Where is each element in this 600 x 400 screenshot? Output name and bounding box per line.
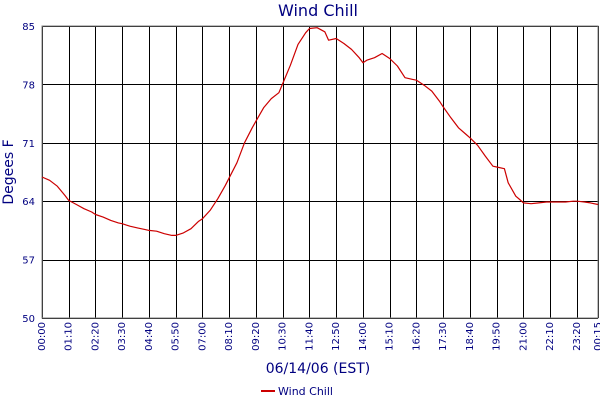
x-tick-label: 09:20 — [251, 322, 262, 351]
y-tick-label: 64 — [22, 197, 35, 208]
x-tick-label: 21:00 — [518, 322, 529, 351]
legend-label: Wind Chill — [278, 385, 333, 398]
series-line-wind-chill — [41, 27, 599, 236]
x-tick-label: 08:10 — [224, 322, 235, 351]
x-tick-label: 04:40 — [144, 322, 155, 351]
x-tick-label: 01:10 — [64, 322, 75, 351]
x-tick-label: 11:40 — [304, 322, 315, 351]
x-tick-label: 05:50 — [171, 322, 182, 351]
x-tick-label: 00:00 — [37, 322, 48, 351]
legend: Wind Chill — [261, 385, 333, 398]
x-tick-label: 23:20 — [572, 322, 583, 351]
x-tick-label: 07:00 — [197, 322, 208, 351]
x-axis-label: 06/14/06 (EST) — [266, 361, 371, 377]
x-tick-labels: 00:00 01:10 02:20 03:30 04:40 05:50 07:00 08:10… — [37, 322, 600, 351]
x-tick-label: 10:30 — [278, 322, 289, 351]
x-tick-label: 12:50 — [331, 322, 342, 351]
x-tick-label: 03:30 — [117, 322, 128, 351]
y-axis-label: Degees F — [1, 139, 17, 204]
x-tick-label: 14:00 — [358, 322, 369, 351]
y-tick-label: 78 — [22, 80, 35, 91]
y-tick-label: 85 — [22, 22, 35, 33]
x-tick-label: 15:10 — [385, 322, 396, 351]
y-tick-label: 50 — [22, 314, 35, 325]
series-layer — [41, 27, 599, 236]
x-tick-label: 00:15 — [593, 322, 600, 351]
y-tick-label: 57 — [22, 256, 35, 267]
chart-title: Wind Chill — [278, 1, 358, 20]
x-tick-label: 16:20 — [411, 322, 422, 351]
x-tick-label: 19:50 — [492, 322, 503, 351]
x-tick-label: 17:30 — [438, 322, 449, 351]
x-tick-label: 22:10 — [545, 322, 556, 351]
grid — [42, 26, 599, 319]
x-tick-label: 18:40 — [465, 322, 476, 351]
x-tick-label: 02:20 — [90, 322, 101, 351]
y-tick-labels: 85 78 71 64 57 50 — [22, 22, 35, 325]
y-tick-label: 71 — [22, 139, 35, 150]
plot-frame — [41, 25, 599, 319]
